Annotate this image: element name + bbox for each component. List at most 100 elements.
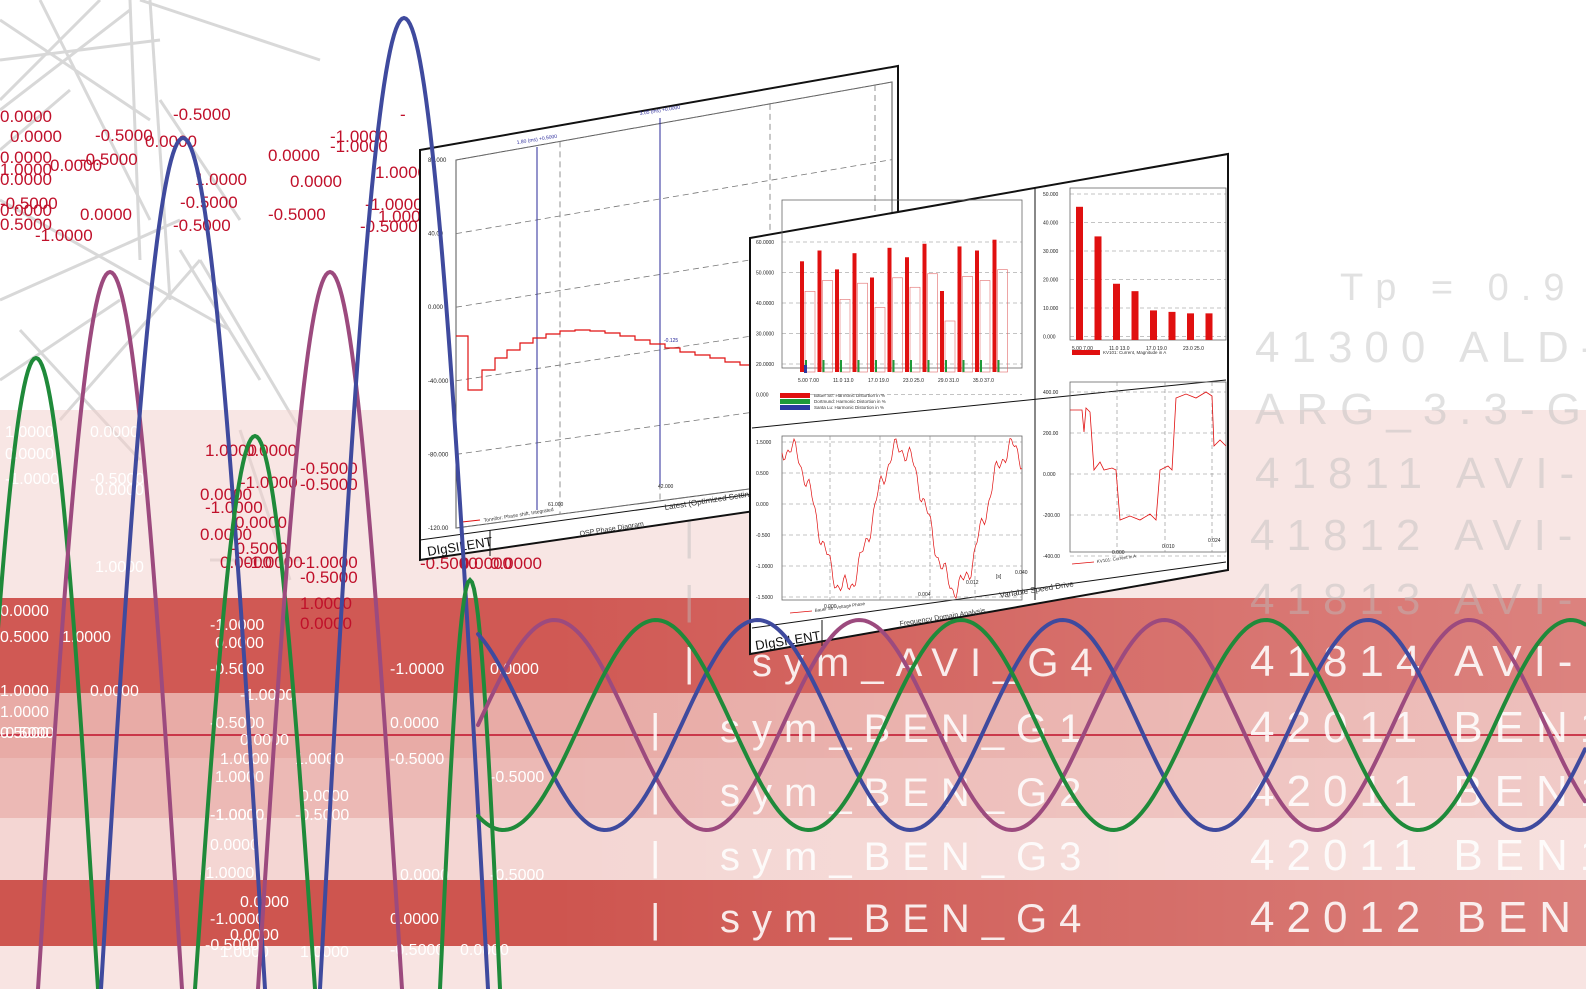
steady-state-waveform — [476, 617, 1586, 833]
background-signal-name: sym_BEN_G4 — [720, 897, 1093, 941]
red-value-label: 1.0000 — [300, 594, 352, 613]
tower-strut — [158, 99, 242, 221]
white-value-label: 0.0000 — [0, 603, 49, 620]
white-value-label: 0.0000 — [5, 446, 54, 463]
harmonic-bar-green — [875, 360, 877, 372]
harmonic-bar-green — [945, 360, 947, 372]
left-y-tick: -80.000 — [428, 452, 449, 458]
red-value-label: 0.0000 — [245, 441, 297, 460]
harmonic-bar-outline — [804, 290, 816, 373]
harmonic-y-tick: 30.0000 — [756, 332, 774, 338]
harmonic-legend-label: Bauer Str: Harmonic Distortion in % — [814, 393, 885, 398]
voltage-x-tick: 0.012 — [966, 580, 979, 586]
harmonic-bar — [835, 269, 839, 372]
red-value-label: - — [400, 105, 406, 124]
tower-strut — [128, 0, 142, 261]
current-time-legend-swatch — [1071, 561, 1095, 565]
harmonic-bar-green — [997, 360, 1000, 372]
current-y-tick: 40.000 — [1043, 221, 1059, 227]
background-signal-name: sym_BEN_G3 — [720, 835, 1093, 879]
harmonic-bar-outline — [927, 273, 938, 373]
harmonic-y-tick: 60.0000 — [756, 240, 774, 246]
current-bar — [1076, 206, 1083, 340]
left-y-tick: 0.000 — [428, 305, 444, 311]
current-time-legend-label: KV101: Current in A — [1096, 554, 1136, 564]
tower-strut — [0, 298, 121, 382]
harmonic-bar-outline — [857, 282, 868, 373]
harmonic-bar — [905, 257, 909, 372]
red-value-label: 0.0000 — [290, 172, 342, 191]
red-value-label: 0.0000 — [220, 553, 272, 572]
voltage-y-tick: 1.5000 — [756, 440, 772, 446]
white-value-label: 0.0000 — [90, 424, 139, 441]
harmonic-bar-green — [857, 360, 860, 372]
red-value-label: 1.0000 — [0, 160, 52, 179]
white-value-label: -1.0000 — [240, 687, 294, 704]
current-time-x-tick: 0.000 — [1112, 550, 1125, 556]
left-y-tick: -40.000 — [428, 379, 449, 385]
white-value-label: 0.5000 — [0, 725, 49, 742]
current-bar — [1131, 291, 1139, 340]
red-value-label: 0.0000 — [0, 148, 52, 167]
red-value-label: -0.5000 — [95, 126, 153, 145]
white-value-label: -0.5000 — [210, 661, 264, 678]
harmonic-bar-green — [980, 360, 982, 372]
white-value-label: -0.5000 — [90, 471, 144, 488]
left-phase-trace — [456, 329, 755, 391]
red-value-label: -0.5000 — [0, 194, 58, 213]
harmonic-bar-green — [822, 360, 825, 372]
red-value-label: 0.5000 — [0, 215, 52, 234]
harmonic-x-tick: 35.0 37.0 — [973, 378, 994, 384]
harmonic-bar — [992, 239, 997, 372]
background-bus-code: 41813 AVI---G — [1250, 575, 1586, 624]
harmonic-y-tick: 50.0000 — [756, 271, 774, 277]
red-value-label: -0.5000 — [268, 205, 326, 224]
white-value-label: 1.0000 — [220, 944, 269, 961]
tower-strut — [0, 0, 102, 102]
background-bus-code: 42011 BEN16- — [1250, 703, 1586, 752]
harmonic-bar-green — [962, 360, 965, 372]
tower-strut — [38, 0, 152, 221]
voltage-x-tick: 0.040 — [1015, 570, 1028, 576]
white-value-label: -0.5000 — [390, 942, 444, 959]
current-x-tick: 23.0 25.0 — [1183, 346, 1204, 352]
harmonic-bar-green — [840, 360, 842, 372]
background-pipe: | — [650, 707, 660, 751]
voltage-y-tick: 0.000 — [756, 502, 769, 508]
voltage-y-tick: -1.0000 — [756, 564, 773, 570]
harmonic-x-tick: 11.0 13.0 — [833, 378, 854, 384]
white-value-label: 0.0000 — [400, 867, 449, 884]
white-value-label: 1.0000 — [0, 683, 49, 700]
tower-strut — [0, 198, 231, 332]
current-x-tick: 5.00 7.00 — [1072, 346, 1093, 352]
transient-waveform — [318, 15, 490, 989]
harmonic-bar-outline — [839, 299, 851, 373]
harmonic-legend-swatch — [780, 393, 810, 398]
background-pipe: | — [684, 515, 694, 559]
voltage-y-tick: -0.500 — [756, 533, 770, 539]
current-time-y-tick: 400.00 — [1043, 390, 1059, 396]
background-bus-code: 42011 BEN16-- — [1250, 767, 1586, 816]
background-bus-code: 41812 AVI---G — [1250, 511, 1586, 560]
current-time-y-tick: -400.00 — [1043, 554, 1060, 560]
steady-state-waveform — [476, 617, 1586, 833]
white-value-label: 0.0000 — [210, 837, 259, 854]
harmonic-bar-green — [927, 360, 930, 372]
harmonic-bar — [870, 277, 874, 372]
voltage-y-tick: -1.5000 — [756, 595, 773, 601]
white-value-label: 1.0000 — [95, 559, 144, 576]
harmonic-x-tick: 17.0 19.0 — [868, 378, 889, 384]
current-bar — [1205, 313, 1213, 340]
harmonic-x-tick: 5.00 7.00 — [798, 378, 819, 384]
red-value-label: -1.0000 — [330, 127, 388, 146]
left-legend-swatch — [461, 519, 481, 523]
background-bus-code: Tp = 0.9 — [1340, 267, 1576, 309]
red-value-label: 0.0000 — [460, 554, 512, 573]
harmonic-bar — [957, 246, 962, 372]
current-bar — [1113, 283, 1120, 340]
harmonic-bar-outline — [944, 320, 956, 373]
current-legend-swatch — [1072, 350, 1100, 355]
harmonic-plot-area — [781, 199, 1023, 369]
